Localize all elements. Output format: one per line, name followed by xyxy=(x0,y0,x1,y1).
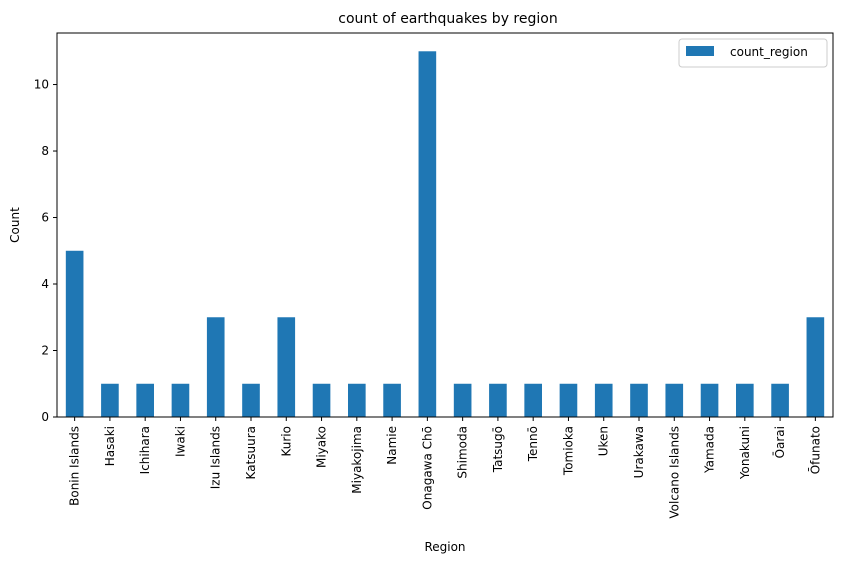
y-axis-label: Count xyxy=(8,207,22,243)
bar-19 xyxy=(736,383,754,417)
y-tick-label: 0 xyxy=(41,410,49,424)
legend: count_region xyxy=(678,38,828,68)
x-tick-label: Hasaki xyxy=(103,426,117,466)
y-tick-label: 6 xyxy=(41,211,49,225)
x-tick-label: Ōarai xyxy=(773,426,787,458)
x-tick-label: Ichihara xyxy=(138,426,152,474)
chart-title: count of earthquakes by region xyxy=(338,11,557,27)
x-tick-label: Yonakuni xyxy=(738,426,752,480)
bar-0 xyxy=(65,250,84,417)
bar-14 xyxy=(559,383,578,417)
x-tick-label: Onagawa Chō xyxy=(420,426,434,510)
bar-11 xyxy=(453,383,472,417)
plot-frame xyxy=(56,32,834,418)
y-tick-label: 8 xyxy=(41,144,49,158)
x-tick-label: Shimoda xyxy=(456,426,470,479)
x-tick-label: Uken xyxy=(597,426,611,456)
x-tick-label: Namie xyxy=(385,426,399,465)
bar-12 xyxy=(489,383,507,417)
x-tick-label: Bonin Islands xyxy=(68,426,82,506)
x-tick-label: Ōfunato xyxy=(808,426,822,474)
x-tick-label: Miyako xyxy=(315,426,329,468)
bar-2 xyxy=(136,383,154,417)
x-tick-label: Iwaki xyxy=(173,426,187,457)
legend-label: count_region xyxy=(730,45,808,59)
bar-1 xyxy=(101,383,119,417)
bars-group xyxy=(65,51,825,418)
x-tick-label: Katsuura xyxy=(244,426,258,479)
x-tick-label: Tatsugō xyxy=(491,426,505,473)
x-axis-label: Region xyxy=(424,540,465,554)
bar-20 xyxy=(771,383,789,417)
x-tick-label: Tomioka xyxy=(561,426,575,476)
bar-4 xyxy=(206,317,225,417)
bar-5 xyxy=(242,383,260,417)
y-axis-ticks: 0 2 4 6 8 10 xyxy=(34,78,57,424)
legend-frame xyxy=(678,38,828,68)
bar-13 xyxy=(524,383,542,417)
bar-7 xyxy=(312,383,331,417)
legend-swatch xyxy=(686,46,714,56)
y-tick-label: 2 xyxy=(41,344,49,358)
bar-18 xyxy=(700,383,719,417)
bar-3 xyxy=(171,383,190,417)
y-tick-label: 10 xyxy=(34,78,49,92)
bar-8 xyxy=(348,383,366,417)
x-tick-label: Tennō xyxy=(526,426,540,462)
bar-17 xyxy=(665,383,684,417)
x-tick-label: Izu Islands xyxy=(209,426,223,489)
x-tick-label: Urakawa xyxy=(632,426,646,478)
bar-10 xyxy=(418,51,437,418)
bar-16 xyxy=(630,383,648,417)
x-tick-label: Yamada xyxy=(703,426,717,474)
x-tick-label: Miyakojima xyxy=(350,426,364,494)
x-tick-label: Volcano Islands xyxy=(667,426,681,519)
bar-21 xyxy=(806,317,825,417)
bar-6 xyxy=(277,317,296,417)
x-axis-ticks: Bonin Islands Hasaki Ichihara Iwaki Izu Isla… xyxy=(68,417,822,519)
bar-9 xyxy=(383,383,401,417)
y-tick-label: 4 xyxy=(41,277,49,291)
bar-15 xyxy=(594,383,613,417)
x-tick-label: Kurio xyxy=(279,426,293,457)
